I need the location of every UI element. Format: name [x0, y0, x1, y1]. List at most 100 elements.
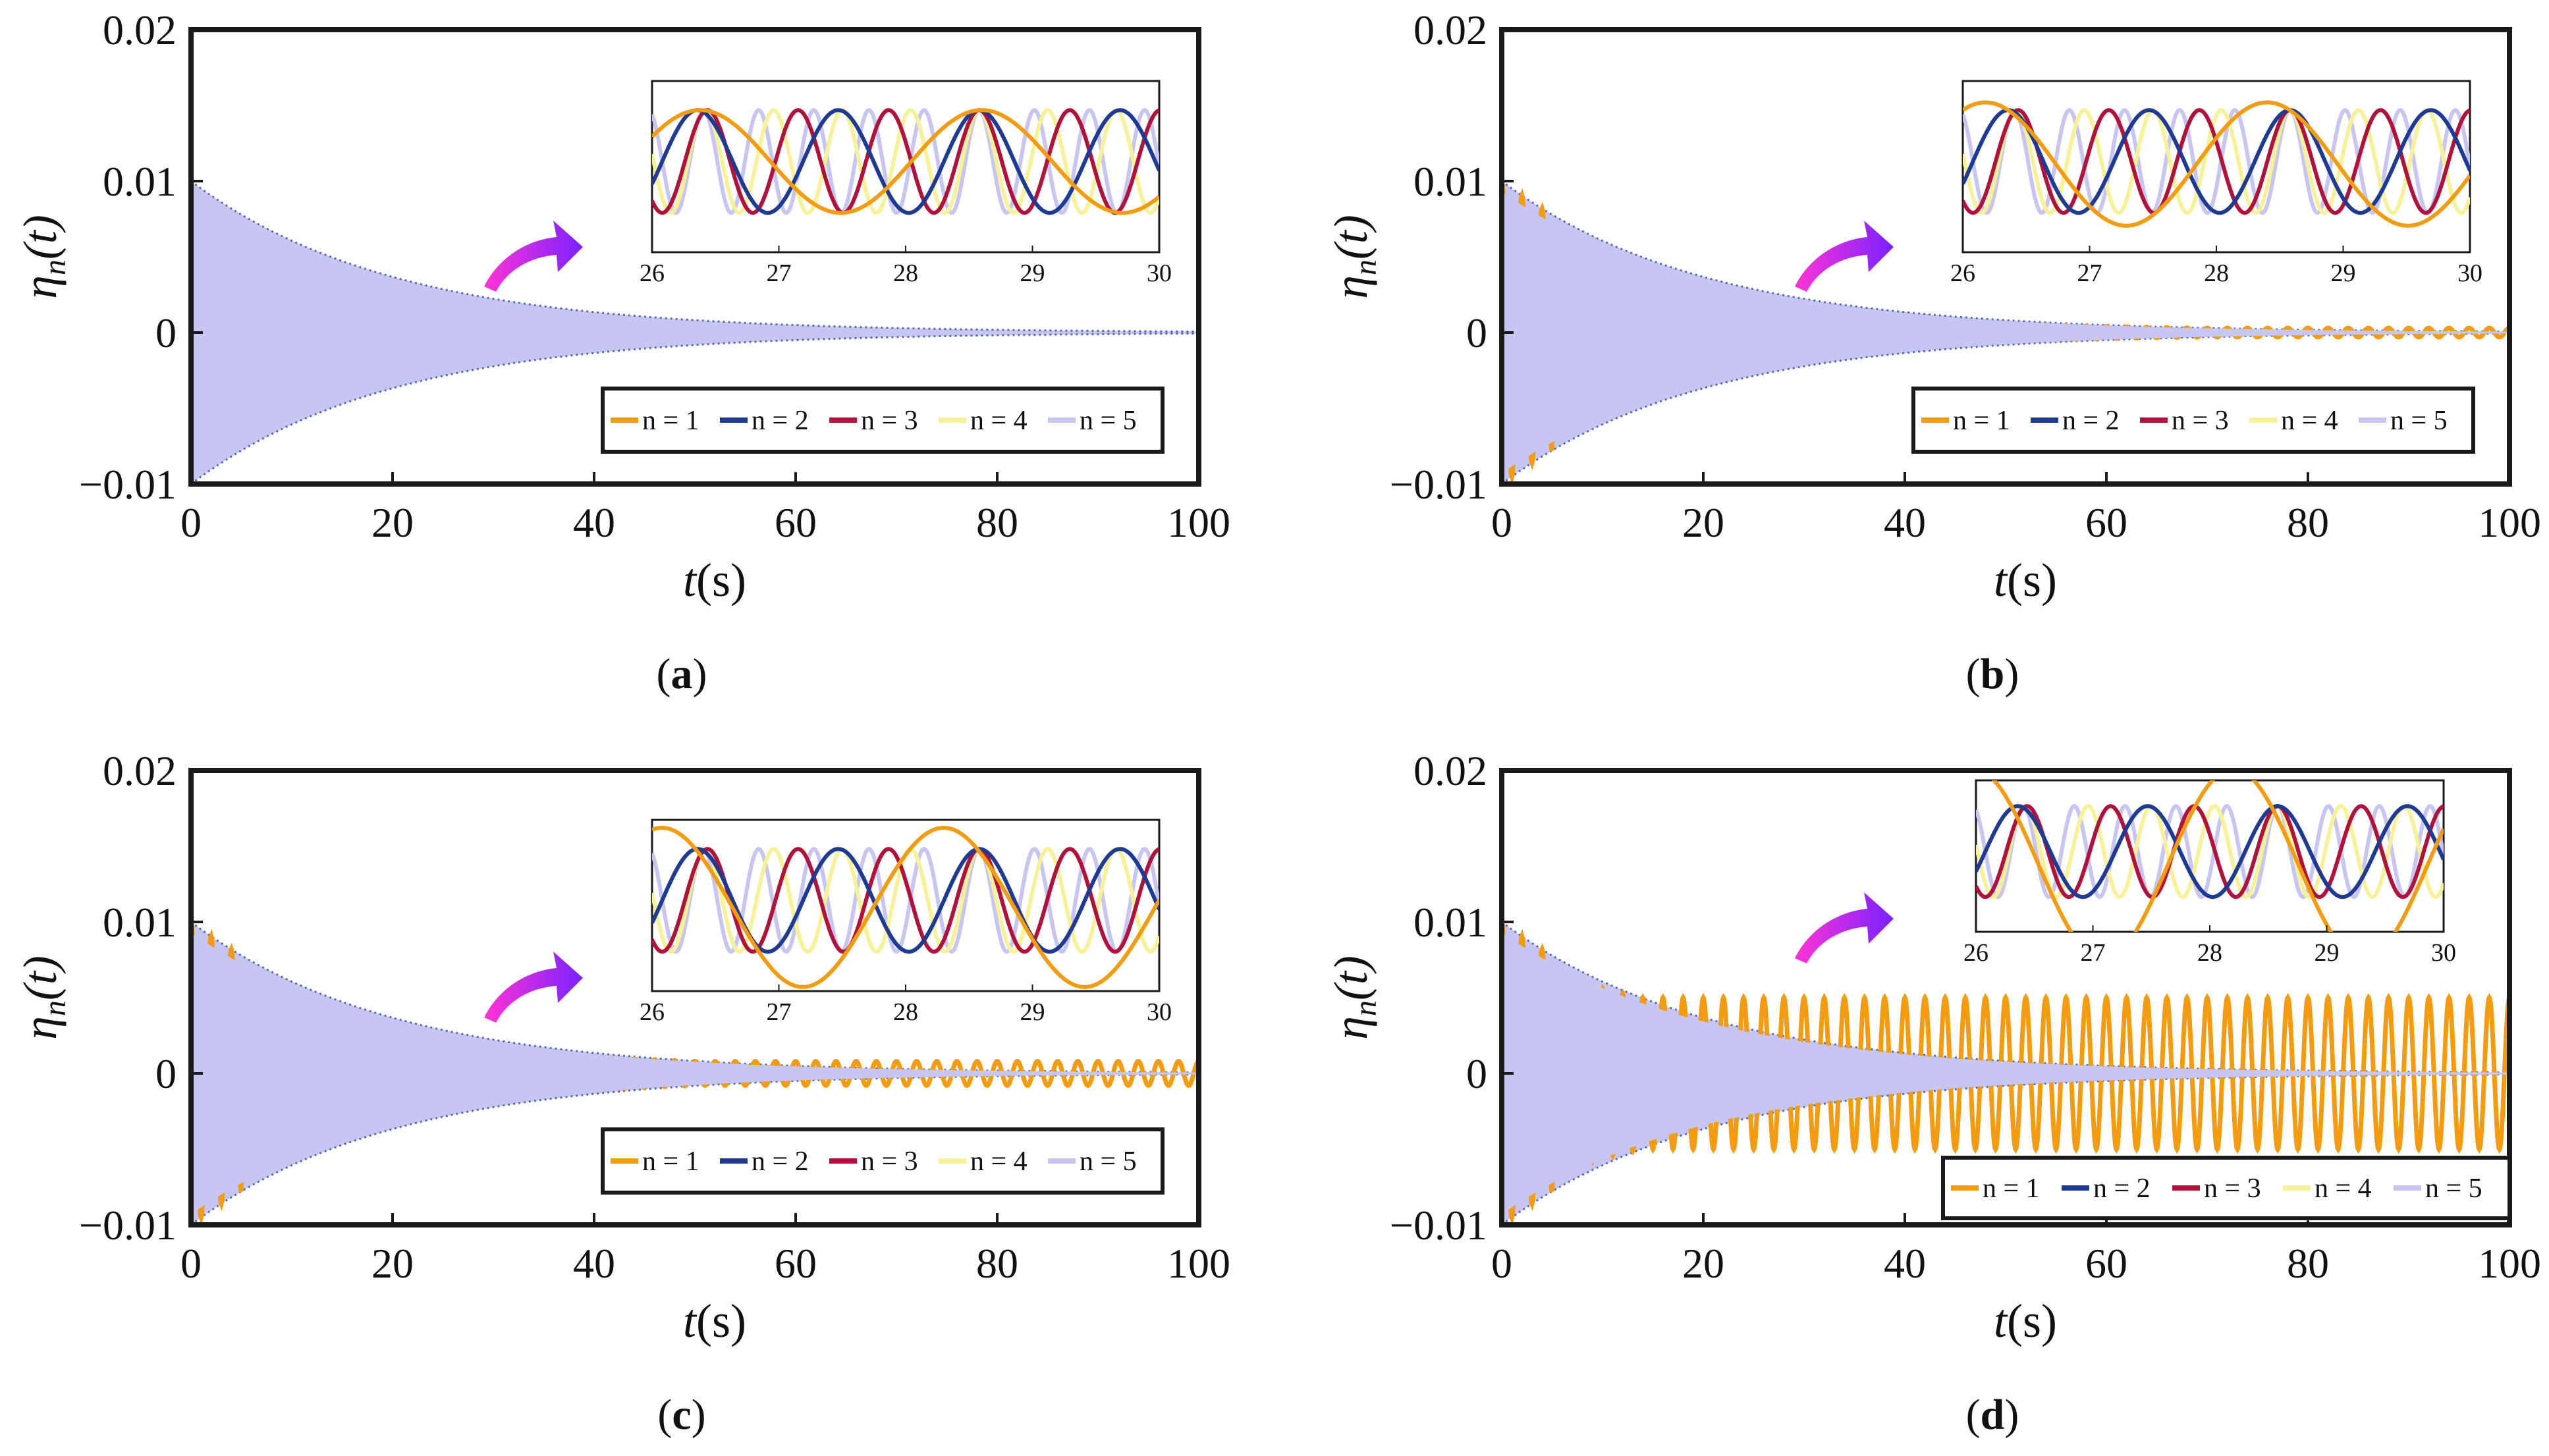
plot-area: [1502, 180, 2509, 484]
inset-x-tick-label: 28: [2204, 259, 2229, 287]
series-n5-envelope: [191, 181, 1199, 484]
series-n5-overlay: [1502, 932, 2509, 1214]
inset-x-tick-label: 26: [1950, 259, 1975, 287]
panel-b: 0 20 40 60 80 1000.020.010−0.01ηn(t)t(s)(b)26…: [1325, 7, 2541, 698]
inset: 26 27 28 29 30: [1963, 779, 2456, 967]
legend-label-n4: n = 4: [970, 406, 1028, 436]
x-axis-label: t(s): [1994, 554, 2057, 607]
y-axis-subscript: n: [1348, 259, 1383, 275]
inset-series-n3: [1963, 108, 2470, 215]
y-axis-argument: (t): [14, 215, 67, 259]
y-axis-symbol: η: [1325, 275, 1377, 299]
y-tick-label: 0: [155, 310, 177, 356]
inset-series-n4: [1963, 108, 2470, 215]
x-axis-unit: (s): [696, 554, 746, 607]
x-tick-label: 60: [2085, 499, 2127, 546]
legend-label-n4: n = 4: [970, 1146, 1028, 1177]
panel-caption: (b): [1966, 650, 2019, 698]
y-tick-label: 0: [1466, 310, 1487, 356]
inset-plot: [1963, 100, 2470, 228]
x-axis-unit: (s): [2007, 554, 2057, 607]
panel-d: 0 20 40 60 80 1000.020.010−0.01ηn(t)t(s)(d)26…: [1325, 747, 2541, 1439]
panel-a: 0 20 40 60 80 1000.020.010−0.01ηn(t)t(s)(a)26…: [14, 7, 1230, 698]
y-tick-label: 0.02: [1413, 747, 1487, 794]
series-n5-overlay: [191, 932, 1199, 1214]
x-tick-label: 80: [976, 1240, 1018, 1287]
inset-series-n3: [1976, 804, 2444, 900]
plot-frame: [1499, 768, 2512, 1227]
inset-series-n4: [652, 108, 1159, 215]
x-axis-symbol: t: [1994, 554, 2008, 607]
x-tick-label: 40: [1884, 1240, 1926, 1287]
panel-caption: (c): [657, 1391, 705, 1439]
x-tick-label: 100: [1167, 1240, 1230, 1287]
series-n5-overlay: [1502, 192, 2509, 473]
inset-series-n5: [1963, 107, 2470, 215]
inset-series-n1: [652, 108, 1159, 215]
inset: 26 27 28 29 30: [640, 819, 1172, 1026]
inset-x-tick-label: 28: [2197, 939, 2222, 967]
plot-frame: [1499, 27, 2512, 487]
x-tick-label: 0: [1491, 499, 1512, 546]
inset-x-tick-label: 26: [640, 998, 665, 1026]
x-tick-label: 60: [775, 499, 817, 546]
x-tick-label: 40: [1884, 499, 1926, 546]
zoom-arrow-shape: [1795, 221, 1894, 292]
y-axis-subscript: n: [38, 259, 72, 275]
inset-series-n2: [1963, 108, 2470, 215]
plot-frame: [188, 27, 1201, 487]
x-axis-symbol: t: [683, 554, 698, 607]
legend-label-n5: n = 5: [2425, 1173, 2482, 1204]
y-tick-label: 0.01: [1413, 899, 1487, 946]
x-axis-label: t(s): [683, 554, 746, 607]
y-axis-argument: (t): [1325, 215, 1377, 259]
x-tick-label: 20: [371, 499, 414, 546]
zoom-arrow-shape: [484, 952, 583, 1023]
plot-area: [191, 180, 1199, 484]
y-tick-label: −0.01: [79, 461, 177, 508]
y-tick-label: 0.01: [1413, 158, 1487, 205]
legend-label-n3: n = 3: [861, 1146, 918, 1177]
y-axis-argument: (t): [1325, 956, 1377, 1000]
x-tick-label: 80: [976, 499, 1018, 546]
x-tick-label: 0: [1491, 1240, 1512, 1287]
inset-series-n1: [1991, 780, 2444, 932]
panel-caption: (a): [657, 650, 707, 698]
inset-x-tick-label: 28: [893, 998, 918, 1026]
y-tick-label: 0: [155, 1050, 177, 1097]
inset-series-n3: [652, 108, 1159, 215]
legend-label-n2: n = 2: [752, 406, 809, 436]
caption-letter: b: [1981, 650, 2005, 698]
inset-series-n5: [652, 846, 1159, 954]
caption-paren-close: ): [692, 1391, 706, 1439]
legend-label-n1: n = 1: [642, 406, 699, 436]
legend-label-n5: n = 5: [1080, 1146, 1137, 1177]
x-tick-label: 40: [573, 499, 615, 546]
y-axis-subscript: n: [1348, 1000, 1383, 1016]
y-tick-label: 0.02: [103, 7, 177, 53]
y-tick-label: −0.01: [1390, 461, 1487, 508]
inset-x-tick-label: 27: [2077, 259, 2102, 287]
legend-label-n5: n = 5: [2390, 406, 2448, 436]
inset-series-n2: [652, 847, 1159, 954]
plot-area: [1502, 921, 2509, 1225]
caption-letter: c: [672, 1391, 691, 1439]
zoom-arrow-icon: [484, 952, 583, 1023]
inset-x-tick-label: 29: [2331, 259, 2356, 287]
legend-label-n4: n = 4: [2281, 406, 2338, 436]
y-axis-label: ηn(t): [14, 215, 72, 299]
y-tick-label: 0.01: [103, 899, 177, 946]
legend: n = 1 n = 2 n = 3 n = 4 n = 5: [601, 1127, 1165, 1195]
inset-x-tick-label: 27: [767, 998, 792, 1026]
legend-label-n3: n = 3: [2172, 406, 2229, 436]
x-tick-label: 0: [180, 1240, 202, 1287]
x-tick-label: 40: [573, 1240, 615, 1287]
legend-label-n2: n = 2: [752, 1146, 809, 1177]
y-tick-label: 0.02: [103, 747, 177, 794]
inset-series-n1: [1963, 100, 2470, 228]
x-tick-label: 100: [2478, 499, 2541, 546]
x-axis-symbol: t: [1994, 1295, 2008, 1347]
x-tick-label: 0: [180, 499, 202, 546]
x-tick-label: 60: [2085, 1240, 2127, 1287]
inset-series-n2: [1976, 804, 2444, 900]
